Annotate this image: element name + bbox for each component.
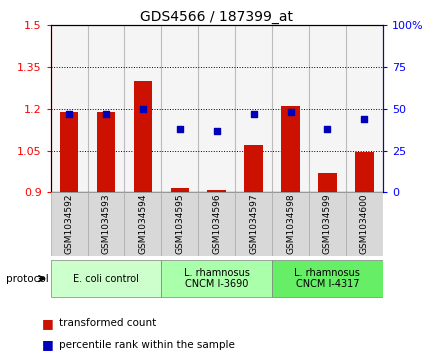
Text: GSM1034593: GSM1034593 — [102, 194, 110, 254]
Bar — [235, 25, 272, 192]
Bar — [88, 25, 125, 192]
Bar — [208, 189, 226, 192]
Bar — [272, 192, 309, 256]
Bar — [309, 192, 346, 256]
Bar — [346, 25, 383, 192]
Bar — [355, 152, 374, 192]
Text: GSM1034599: GSM1034599 — [323, 194, 332, 254]
Text: protocol: protocol — [6, 274, 48, 284]
Text: GSM1034598: GSM1034598 — [286, 194, 295, 254]
Bar — [235, 192, 272, 256]
Text: GSM1034596: GSM1034596 — [212, 194, 221, 254]
Bar — [51, 260, 161, 297]
Bar — [198, 192, 235, 256]
Point — [139, 106, 147, 112]
Text: E. coli control: E. coli control — [73, 274, 139, 284]
Point — [361, 116, 368, 122]
Point — [103, 111, 110, 117]
Bar — [309, 25, 346, 192]
Text: transformed count: transformed count — [59, 318, 157, 328]
Bar — [88, 192, 125, 256]
Text: GSM1034592: GSM1034592 — [65, 194, 73, 254]
Point — [66, 111, 73, 117]
Bar — [125, 192, 161, 256]
Bar — [281, 106, 300, 192]
Bar — [244, 145, 263, 192]
Title: GDS4566 / 187399_at: GDS4566 / 187399_at — [140, 11, 293, 24]
Text: ■: ■ — [42, 317, 54, 330]
Text: percentile rank within the sample: percentile rank within the sample — [59, 340, 235, 350]
Bar — [161, 25, 198, 192]
Text: GSM1034594: GSM1034594 — [138, 194, 147, 254]
Bar — [272, 25, 309, 192]
Bar — [97, 112, 115, 192]
Bar — [134, 81, 152, 192]
Bar — [161, 192, 198, 256]
Point — [176, 126, 183, 132]
Bar — [198, 25, 235, 192]
Point — [213, 128, 220, 134]
Bar — [272, 260, 383, 297]
Bar — [346, 192, 383, 256]
Bar — [171, 188, 189, 192]
Text: ■: ■ — [42, 338, 54, 351]
Bar — [125, 25, 161, 192]
Point — [250, 111, 257, 117]
Text: L. rhamnosus
CNCM I-3690: L. rhamnosus CNCM I-3690 — [184, 268, 249, 289]
Point — [287, 109, 294, 115]
Bar — [318, 173, 337, 192]
Text: GSM1034595: GSM1034595 — [175, 194, 184, 254]
Text: L. rhamnosus
CNCM I-4317: L. rhamnosus CNCM I-4317 — [294, 268, 360, 289]
Text: GSM1034597: GSM1034597 — [249, 194, 258, 254]
Bar — [51, 192, 88, 256]
Bar — [51, 25, 88, 192]
Bar — [60, 112, 78, 192]
Bar — [161, 260, 272, 297]
Text: GSM1034600: GSM1034600 — [360, 194, 369, 254]
Point — [324, 126, 331, 132]
